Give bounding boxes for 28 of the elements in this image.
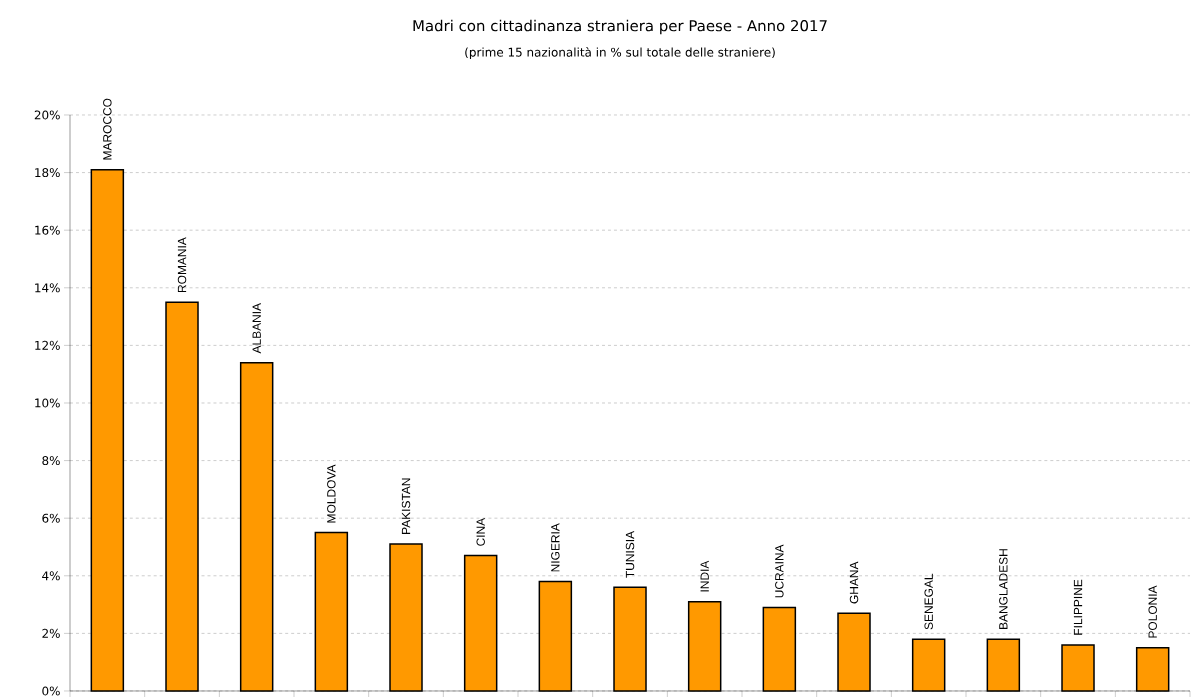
y-tick-label: 10% bbox=[35, 398, 60, 408]
y-tick-label: 8% bbox=[42, 456, 60, 466]
x-tick-label: ROMANIA bbox=[177, 237, 187, 292]
x-tick-label: NIGERIA bbox=[551, 523, 560, 572]
x-tick-label: CINA bbox=[476, 517, 485, 546]
x-tick-label: TUNISIA bbox=[625, 530, 635, 578]
y-tick-label: 2% bbox=[42, 628, 60, 638]
x-tick-label: MAROCCO bbox=[103, 98, 112, 160]
x-tick-label: GHANA bbox=[849, 561, 859, 604]
y-tick-label: 20% bbox=[34, 110, 60, 120]
chart-subtitle: (prime 15 nazionalità in % sul totale delle straniere) bbox=[465, 46, 775, 60]
x-tick-label: BANGLADESH bbox=[999, 549, 1008, 629]
y-tick-label: 12% bbox=[35, 340, 60, 350]
chart-title: Madri con cittadinanza straniera per Paese - Anno 2017 bbox=[413, 19, 827, 35]
x-tick-label: MOLDOVA bbox=[327, 464, 336, 523]
y-tick-label: 6% bbox=[42, 513, 60, 523]
y-tick-label: 14% bbox=[35, 283, 60, 293]
y-tick-label: 18% bbox=[35, 168, 60, 178]
x-tick-label: ALBANIA bbox=[252, 302, 261, 354]
y-tick-label: 4% bbox=[42, 571, 60, 581]
x-tick-label: POLONIA bbox=[1148, 585, 1157, 638]
x-tick-label: PAKISTAN bbox=[401, 478, 411, 534]
x-tick-label: UCRAINA bbox=[775, 544, 784, 598]
y-tick-label: 0% bbox=[42, 686, 60, 696]
x-tick-label: SENEGAL bbox=[924, 573, 933, 630]
x-tick-label: INDIA bbox=[700, 560, 709, 592]
y-tick-label: 16% bbox=[35, 225, 60, 235]
x-tick-label: FILIPPINE bbox=[1073, 579, 1083, 635]
